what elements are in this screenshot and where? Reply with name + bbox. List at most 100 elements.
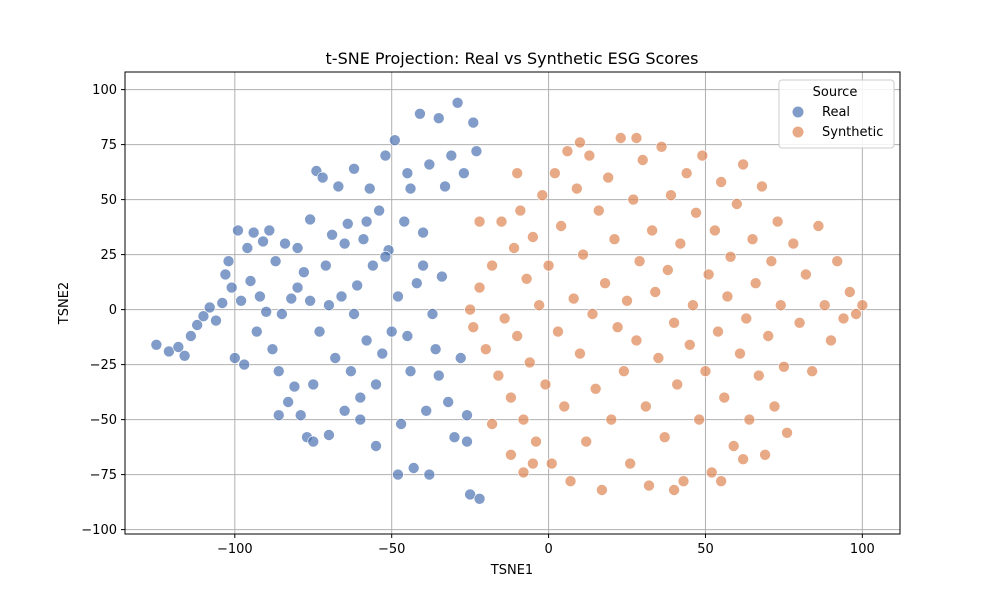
point-synthetic (800, 268, 812, 281)
point-real (254, 290, 266, 303)
point-synthetic (734, 347, 746, 360)
point-synthetic (674, 237, 687, 250)
point-synthetic (605, 413, 618, 426)
point-synthetic (765, 255, 778, 268)
legend-label-synthetic: Synthetic (822, 125, 883, 140)
x-axis-title: TSNE1 (490, 563, 533, 578)
point-real (436, 270, 448, 283)
point-synthetic (652, 352, 665, 364)
point-real (470, 145, 483, 157)
point-synthetic (693, 413, 705, 426)
point-real (360, 215, 373, 228)
point-real (210, 314, 222, 327)
point-real (163, 345, 175, 358)
point-real (219, 268, 232, 281)
point-real (370, 440, 382, 452)
point-real (354, 413, 367, 426)
point-synthetic (624, 457, 636, 470)
point-synthetic (756, 180, 768, 193)
point-synthetic (533, 299, 545, 312)
point-real (385, 325, 398, 338)
point-synthetic (508, 242, 520, 254)
point-real (360, 334, 373, 347)
point-real (461, 435, 473, 448)
point-synthetic (818, 299, 831, 312)
x-tick-label: 100 (850, 542, 875, 557)
point-synthetic (768, 400, 781, 413)
point-synthetic (517, 413, 530, 426)
point-synthetic (545, 457, 558, 470)
point-real (247, 226, 260, 239)
point-real (150, 338, 163, 351)
point-real (473, 492, 486, 505)
point-real (225, 281, 238, 294)
point-real (348, 308, 360, 320)
point-synthetic (536, 189, 549, 201)
point-synthetic (774, 299, 787, 312)
point-real (298, 266, 310, 279)
point-real (269, 255, 282, 268)
point-synthetic (633, 255, 646, 268)
legend-marker-synthetic (792, 126, 804, 138)
point-real (191, 319, 203, 331)
point-real (323, 299, 335, 312)
point-synthetic (467, 321, 480, 334)
point-synthetic (480, 343, 492, 356)
point-real (172, 341, 185, 353)
point-real (304, 213, 316, 226)
point-synthetic (727, 440, 740, 452)
point-real (432, 112, 445, 124)
point-synthetic (737, 158, 749, 171)
point-synthetic (715, 176, 727, 188)
point-synthetic (539, 378, 552, 391)
point-synthetic (599, 277, 611, 290)
point-real (216, 297, 229, 309)
point-real (335, 290, 348, 303)
point-synthetic (473, 281, 486, 294)
point-real (448, 431, 461, 444)
point-synthetic (574, 136, 586, 149)
point-synthetic (580, 435, 593, 448)
point-real (401, 167, 414, 179)
point-synthetic (759, 448, 771, 461)
point-real (229, 352, 241, 364)
point-synthetic (498, 312, 511, 325)
point-real (439, 180, 451, 193)
point-real (178, 349, 191, 362)
point-synthetic (523, 356, 536, 369)
point-real (338, 404, 351, 417)
point-real (417, 226, 429, 239)
point-real (323, 429, 335, 441)
point-real (367, 259, 379, 272)
point-synthetic (552, 325, 564, 338)
point-synthetic (668, 316, 680, 329)
y-tick-label: 0 (109, 303, 117, 318)
point-synthetic (781, 426, 793, 439)
point-real (345, 365, 357, 378)
point-real (354, 391, 367, 404)
point-real (285, 292, 298, 305)
point-synthetic (778, 360, 790, 373)
point-synthetic (702, 268, 715, 281)
point-synthetic (787, 237, 800, 250)
point-real (442, 396, 454, 408)
y-tick-label: −25 (90, 358, 117, 373)
point-real (338, 237, 351, 250)
point-synthetic (762, 330, 775, 342)
point-real (291, 242, 304, 254)
point-real (316, 171, 329, 184)
point-synthetic (555, 220, 567, 232)
point-real (304, 294, 316, 307)
point-synthetic (586, 308, 599, 320)
point-real (329, 352, 342, 364)
point-synthetic (596, 484, 608, 496)
point-synthetic (677, 475, 690, 488)
point-synthetic (793, 316, 806, 329)
point-synthetic (665, 189, 677, 201)
point-real (404, 182, 417, 195)
point-synthetic (505, 391, 517, 404)
x-tick-label: 0 (544, 542, 552, 557)
point-synthetic (564, 475, 577, 488)
